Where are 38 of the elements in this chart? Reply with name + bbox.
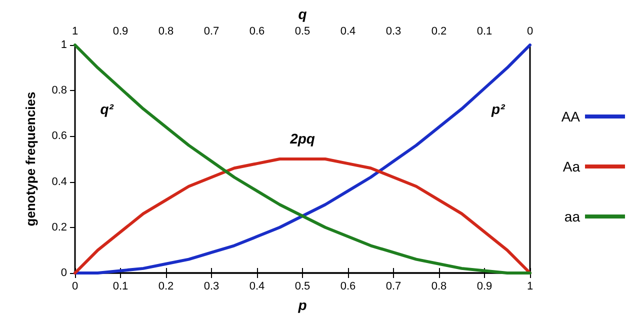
x-tick-label: 0.2 [158, 280, 174, 292]
x2-tick-label: 1 [72, 26, 78, 38]
x-tick-label: 0 [72, 280, 78, 292]
annotation: p² [490, 100, 506, 117]
y-axis-title: genotype frequencies [23, 92, 38, 226]
y-tick-label: 0.2 [52, 221, 67, 234]
annotation: 2pq [289, 130, 316, 146]
x2-tick-label: 0.4 [340, 26, 356, 38]
annotation: q² [100, 100, 114, 117]
y-tick-label: 0.6 [52, 130, 67, 142]
x2-tick-label: 0.9 [112, 26, 128, 38]
y-tick-label: 0.4 [52, 176, 67, 188]
x-axis-title: p [297, 297, 308, 313]
legend-label: aa [564, 208, 580, 224]
y-tick-label: 0 [60, 267, 67, 279]
x2-tick-label: 0.1 [476, 26, 492, 38]
x-tick-label: 0.9 [476, 280, 492, 292]
y-tick-label: 0.8 [52, 84, 67, 97]
x-tick-label: 1 [526, 280, 534, 292]
x-tick-label: 0.3 [204, 280, 220, 292]
x2-tick-label: 0 [526, 26, 534, 38]
x-tick-label: 0.8 [431, 280, 447, 292]
x-tick-label: 0.1 [112, 280, 128, 292]
x2-axis-title: q [298, 6, 308, 22]
x2-tick-label: 0.2 [431, 26, 447, 38]
y-tick-label: 1 [60, 39, 67, 51]
x2-tick-label: 0.7 [204, 26, 220, 38]
x2-tick-label: 0.5 [294, 26, 310, 38]
line-series [74, 44, 532, 274]
x-tick-label: 0.7 [386, 280, 402, 292]
x2-tick-label: 0.3 [386, 26, 402, 38]
legend-label: Aa [562, 158, 580, 174]
legend-label: AA [561, 108, 581, 124]
x-tick-label: 0.6 [340, 280, 356, 292]
x2-tick-label: 0.8 [158, 26, 174, 38]
x2-tick-label: 0.6 [249, 26, 265, 38]
x-tick-label: 0.4 [249, 280, 265, 292]
x-tick-label: 0.5 [294, 280, 310, 292]
